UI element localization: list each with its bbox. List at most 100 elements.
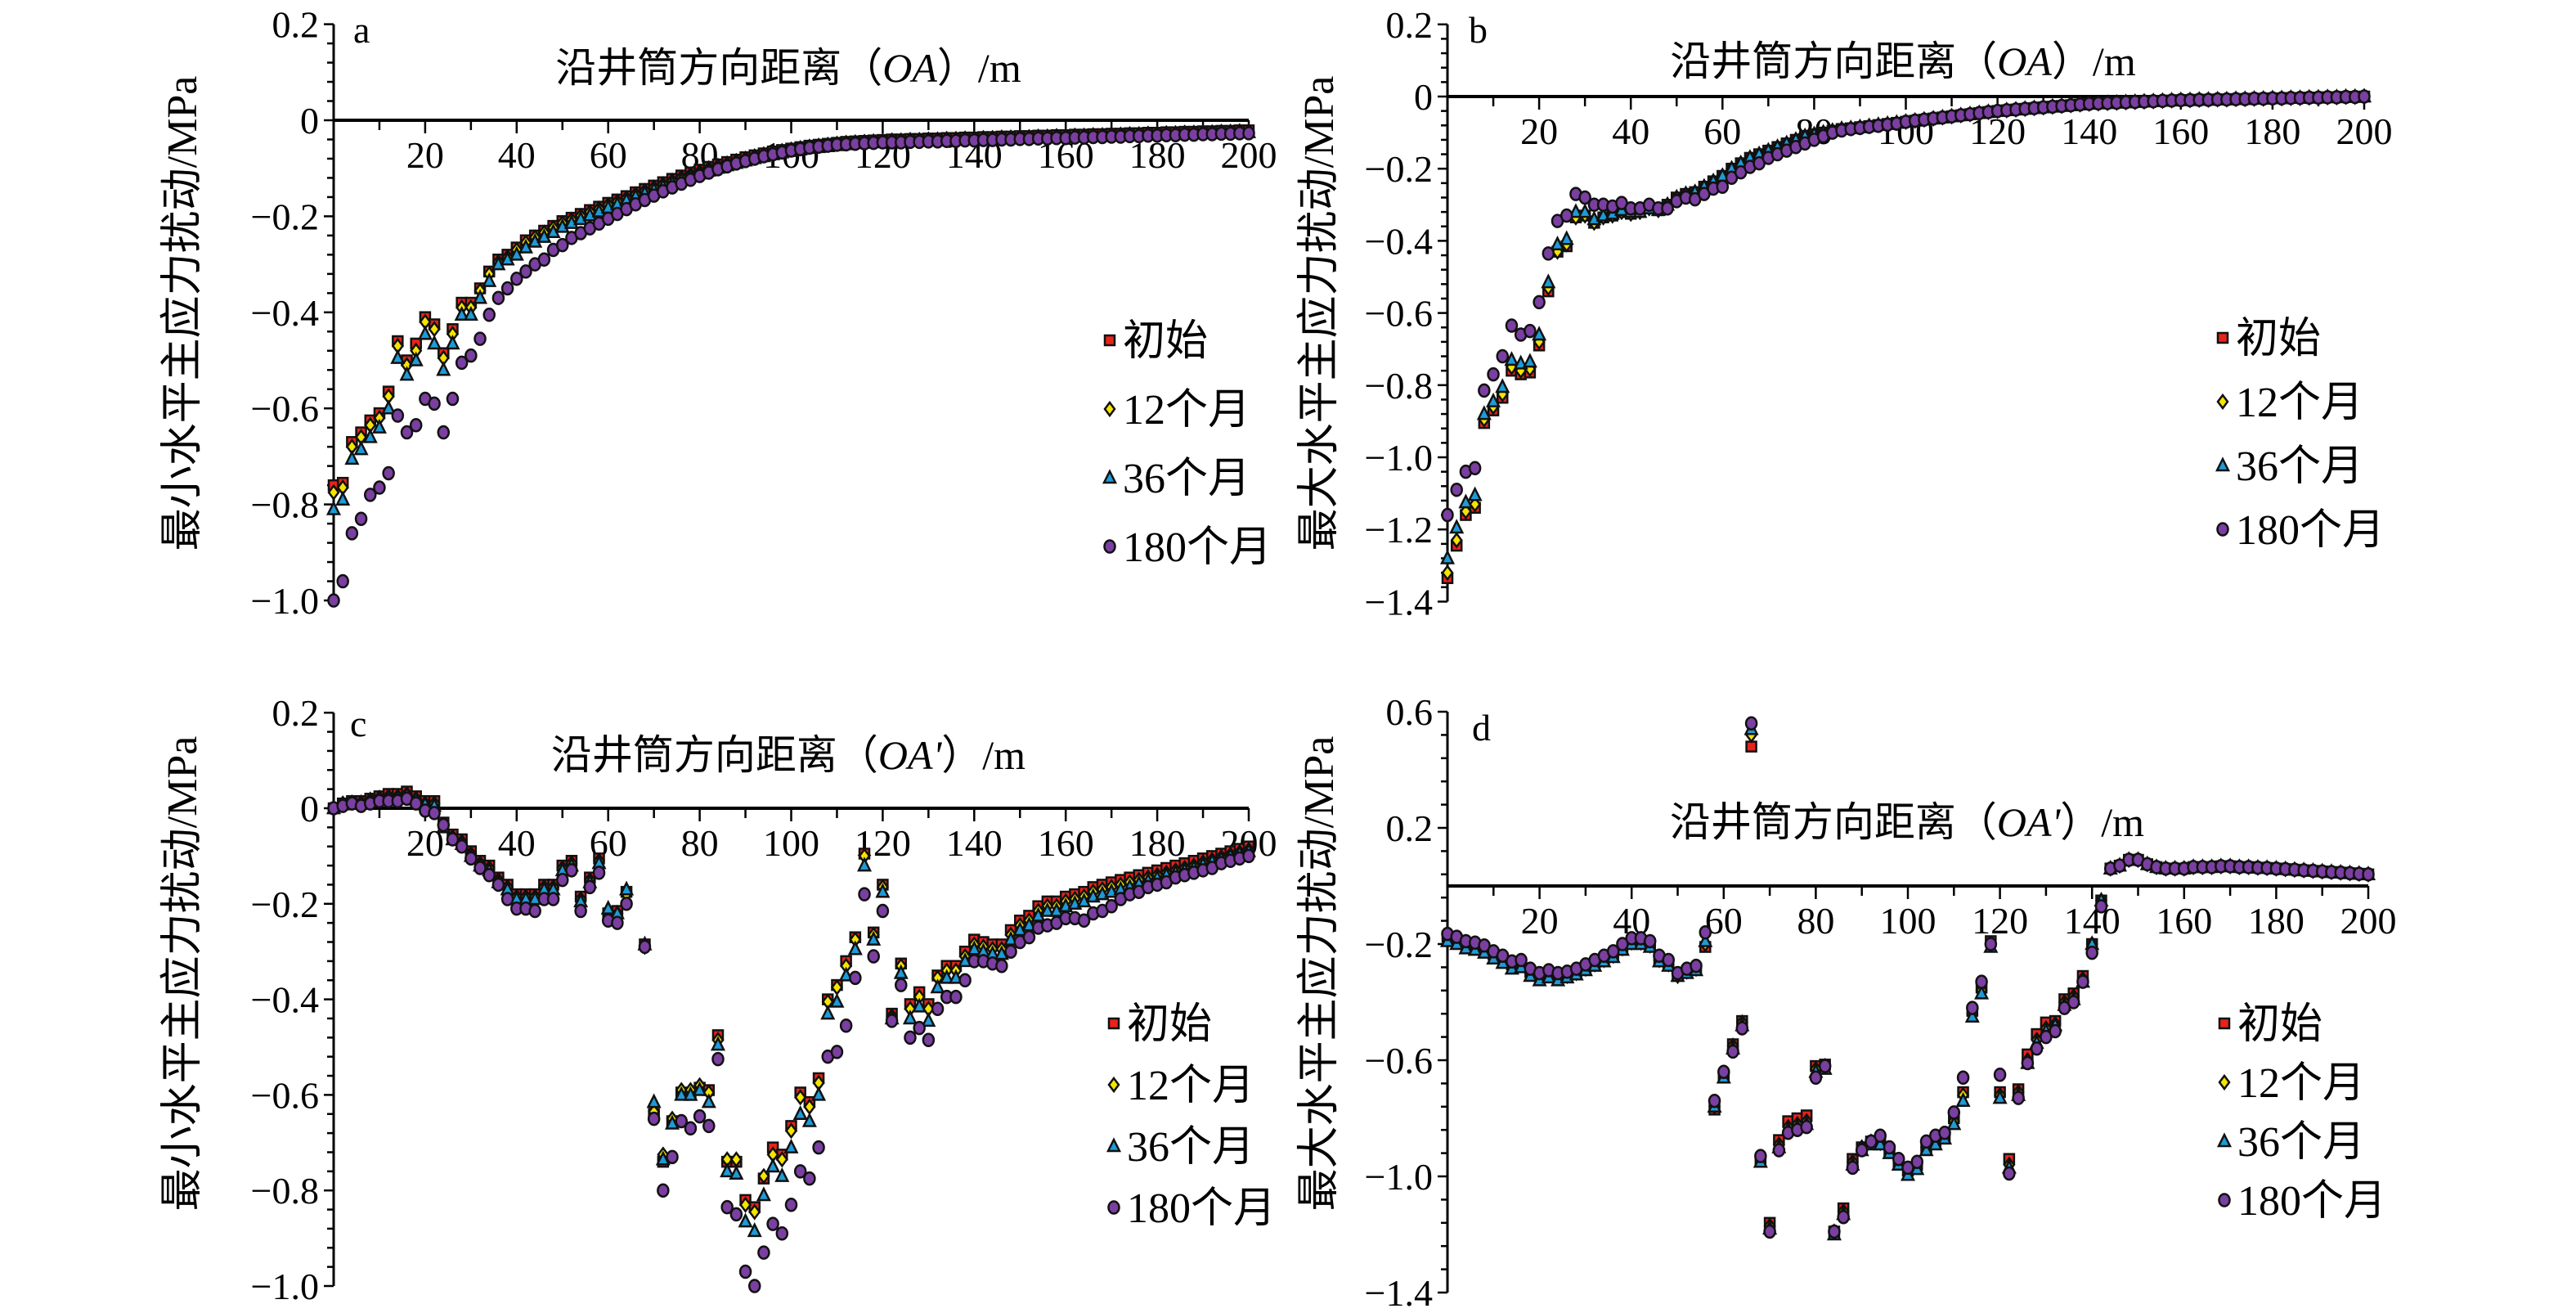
series-square	[1441, 90, 2371, 584]
marker-circle	[1735, 1021, 1749, 1036]
legend-label: 初始	[1127, 1001, 1212, 1048]
marker-triangle	[325, 500, 342, 515]
marker-circle	[2358, 89, 2371, 104]
marker-circle	[473, 861, 487, 875]
y-tick-label: −0.2	[1365, 148, 1433, 190]
marker-triangle	[756, 1186, 771, 1202]
marker-circle	[1643, 933, 1657, 949]
marker-circle	[1616, 937, 1629, 951]
marker-circle	[482, 868, 496, 883]
legend-label: 36个月	[1127, 1124, 1254, 1171]
panel-a: 0.20−0.2−0.4−0.6−0.8−1.02040608010012014…	[159, 4, 1277, 622]
marker-triangle	[1495, 378, 1510, 393]
panel-letter: c	[350, 703, 366, 744]
marker-circle	[1855, 1143, 1869, 1158]
x-tick-label: 40	[498, 822, 536, 864]
series-circle	[327, 791, 1255, 1293]
marker-circle	[895, 978, 908, 992]
marker-triangle	[1102, 469, 1118, 484]
marker-circle	[1892, 1151, 1905, 1167]
marker-circle	[1984, 937, 1998, 951]
series-diamond	[327, 123, 1255, 501]
marker-circle	[931, 1001, 945, 1017]
x-tick-label: 200	[1221, 134, 1277, 176]
marker-triangle	[1946, 1115, 1962, 1131]
legend-label: 180个月	[2237, 1178, 2386, 1225]
marker-circle	[428, 806, 441, 821]
marker-circle	[1837, 1209, 1850, 1225]
marker-triangle	[353, 440, 369, 456]
y-tick-label: −1.0	[1365, 1156, 1433, 1198]
marker-triangle	[912, 997, 927, 1013]
marker-circle	[400, 425, 414, 440]
marker-triangle	[399, 366, 415, 381]
x-tick-label: 160	[2156, 900, 2212, 942]
y-tick-label: −1.4	[1365, 581, 1433, 623]
x-tick-label: 20	[1521, 900, 1559, 942]
marker-diamond	[748, 1203, 761, 1221]
marker-triangle	[1964, 1007, 1980, 1023]
x-axis-title-prefix: 沿井筒方向距离（	[555, 45, 882, 91]
marker-circle	[455, 355, 469, 371]
marker-circle	[793, 1164, 807, 1179]
series-circle	[327, 126, 1255, 608]
marker-circle	[1956, 1070, 1970, 1086]
marker-triangle	[381, 399, 397, 415]
y-tick-label: 0.2	[272, 4, 320, 46]
marker-triangle	[482, 272, 497, 287]
marker-circle	[1699, 925, 1712, 940]
marker-circle	[684, 1121, 698, 1136]
marker-triangle	[646, 1093, 662, 1108]
marker-circle	[1478, 383, 1491, 398]
marker-circle	[1744, 716, 1758, 731]
x-axis-title-prefix: 沿井筒方向距离（	[1670, 799, 1997, 845]
marker-circle	[537, 252, 551, 267]
marker-circle	[2058, 1000, 2071, 1015]
y-tick-label: 0.2	[272, 692, 320, 734]
marker-circle	[711, 1051, 725, 1067]
y-tick-label: −0.2	[1365, 924, 1433, 965]
marker-circle	[491, 290, 505, 305]
panel-d: 0.60.2−0.2−0.6−1.0−1.420 40 60 80 100 120 140 1…	[1296, 691, 2397, 1313]
marker-circle	[1846, 1160, 1860, 1176]
legend: 初始 12个月 36个月 180个月	[2215, 316, 2385, 554]
marker-triangle	[674, 1086, 689, 1101]
x-axis-title-symbol: OA'	[878, 732, 943, 778]
x-axis-title: 沿井筒方向距离（OA）/m	[1670, 38, 2136, 84]
x-tick-label: 160	[1038, 822, 1094, 864]
marker-circle	[574, 903, 587, 919]
marker-circle	[757, 1245, 770, 1260]
x-axis-title-suffix: ）/m	[937, 45, 1021, 91]
marker-triangle	[729, 1164, 744, 1180]
marker-circle	[428, 396, 441, 411]
marker-triangle	[390, 348, 406, 364]
marker-triangle	[2216, 1132, 2233, 1148]
marker-triangle	[829, 992, 845, 1008]
marker-circle	[354, 511, 368, 526]
marker-circle	[1242, 126, 1255, 141]
marker-circle	[1993, 1068, 2007, 1082]
marker-circle	[849, 970, 862, 986]
marker-circle	[1828, 1224, 1841, 1239]
marker-circle	[391, 408, 405, 423]
y-tick-label: −0.2	[251, 196, 319, 237]
series-circle	[1441, 716, 2375, 1239]
marker-circle	[2085, 945, 2098, 960]
x-axis-title-suffix: ）/m	[2060, 799, 2144, 845]
marker-triangle	[1559, 230, 1574, 245]
marker-circle	[1515, 952, 1528, 968]
marker-circle	[812, 1140, 825, 1155]
marker-circle	[1883, 1140, 1896, 1155]
marker-circle	[1004, 944, 1017, 959]
marker-circle	[1717, 1064, 1730, 1079]
marker-triangle	[463, 305, 478, 321]
y-axis-title: 最小水平主应力扰动/MPa	[159, 76, 206, 551]
y-tick-label: −1.2	[1365, 509, 1433, 551]
x-tick-label: 80	[681, 822, 719, 864]
y-tick-label: 0.6	[1386, 691, 1434, 733]
marker-triangle	[783, 1138, 799, 1153]
y-tick-label: −0.6	[1365, 1040, 1433, 1081]
y-tick-label: −0.4	[251, 979, 319, 1021]
marker-triangle	[436, 361, 451, 376]
